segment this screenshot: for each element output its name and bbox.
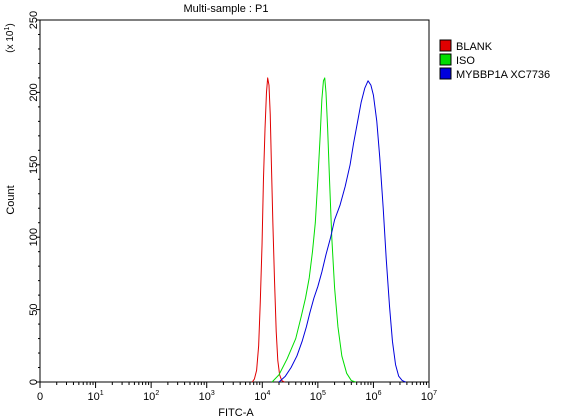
y-tick-label: 200: [28, 83, 40, 101]
legend-swatch-1: [439, 53, 452, 66]
legend-swatch-2: [439, 67, 452, 80]
plot-area-frame: [39, 19, 430, 383]
y-tick-label: 50: [28, 303, 40, 315]
x-tick-label: 107: [421, 390, 437, 403]
y-tick-label: 250: [28, 11, 40, 29]
x-tick-base: 10: [421, 391, 433, 403]
x-tick-base: 10: [199, 391, 211, 403]
legend-label-0: BLANK: [456, 41, 493, 53]
x-tick-base: 10: [310, 391, 322, 403]
x-axis-minor-ticks: [56, 382, 427, 385]
x-tick-exponent: 4: [266, 390, 270, 397]
x-tick-label: 102: [143, 390, 159, 403]
y-scale-exponent: 1: [4, 27, 11, 31]
x-axis-major-ticks: [39, 382, 430, 388]
x-tick-base: 10: [254, 391, 266, 403]
x-tick-exponent: 2: [155, 390, 159, 397]
histogram-series: [251, 77, 406, 383]
x-tick-exponent: 3: [211, 390, 215, 397]
y-axis-ticks: [36, 19, 40, 383]
x-tick-label: 101: [87, 390, 103, 403]
y-scale-base: (x 10: [5, 30, 16, 53]
x-tick-exponent: 7: [433, 390, 437, 397]
y-tick-label: 0: [28, 379, 40, 385]
x-tick-base: 10: [87, 391, 99, 403]
legend-swatch-0: [439, 39, 452, 52]
y-tick-label: 100: [28, 228, 40, 246]
y-axis-scale-note: (x 101): [4, 23, 16, 52]
series-line-1: [271, 77, 356, 383]
y-axis-tick-labels: 0 50 100 150 200 250: [28, 11, 40, 385]
x-axis-label: FITC-A: [218, 407, 254, 419]
chart-title: Multi-sample : P1: [184, 3, 269, 15]
y-scale-close: ): [5, 23, 16, 26]
x-tick-label: 105: [310, 390, 326, 403]
x-tick-label: 103: [199, 390, 215, 403]
x-tick-label: 0: [37, 391, 43, 403]
x-tick-base: 0: [37, 391, 43, 403]
legend: BLANK ISO MYBBP1A XC7736: [439, 39, 550, 81]
x-tick-base: 10: [365, 391, 377, 403]
x-axis-tick-labels: 0 101 102 103 104 105 106 107: [37, 390, 437, 403]
x-tick-label: 104: [254, 390, 270, 403]
legend-label-2: MYBBP1A XC7736: [456, 69, 550, 81]
x-tick-exponent: 6: [378, 390, 382, 397]
x-tick-exponent: 1: [100, 390, 104, 397]
x-tick-base: 10: [143, 391, 155, 403]
x-tick-exponent: 5: [322, 390, 326, 397]
series-line-0: [251, 77, 285, 383]
y-axis-label: Count: [5, 185, 17, 214]
series-line-2: [278, 80, 406, 383]
legend-label-1: ISO: [456, 55, 475, 67]
x-tick-label: 106: [365, 390, 381, 403]
y-tick-label: 150: [28, 156, 40, 174]
